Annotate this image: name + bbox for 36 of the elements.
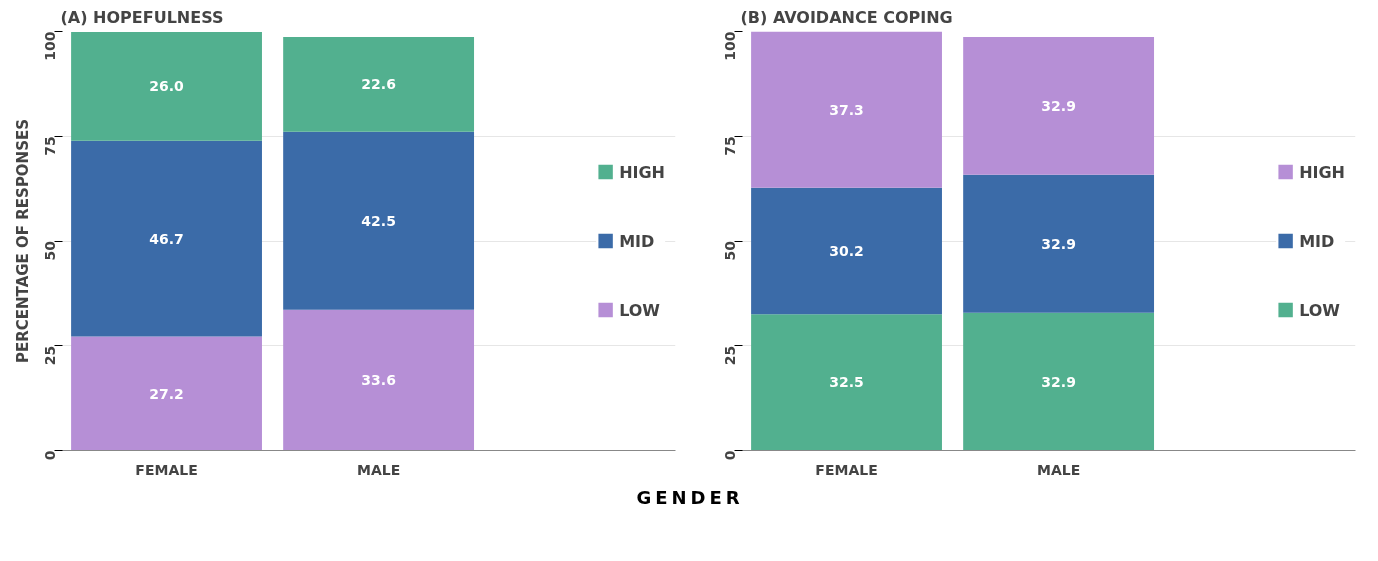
data-label: 46.7: [149, 230, 184, 247]
data-label: 30.2: [829, 243, 864, 260]
data-label: 32.9: [1041, 373, 1076, 390]
data-label: 37.3: [829, 101, 864, 118]
data-label: 27.2: [149, 385, 184, 402]
legend-label: MID: [619, 231, 655, 250]
data-label: 26.0: [149, 78, 185, 95]
y-tick-label: 50: [721, 240, 738, 261]
text: GENDER: [636, 486, 744, 510]
data-label: 33.6: [361, 372, 396, 389]
y-tick-label: 50: [41, 240, 58, 261]
legend-label: HIGH: [619, 162, 665, 181]
y-axis-title: PERCENTAGE OF RESPONSES: [13, 118, 32, 364]
y-tick-label: 100: [41, 31, 58, 61]
chart-title: (A) HOPEFULNESS: [60, 7, 224, 27]
x-tick-label: MALE: [1036, 461, 1081, 478]
legend-label: MID: [1299, 231, 1335, 250]
legend-label: HIGH: [1299, 162, 1345, 181]
data-label: 32.9: [1041, 235, 1076, 252]
legend-label: LOW: [1299, 300, 1340, 319]
data-label: 22.6: [361, 76, 396, 93]
data-label: 32.9: [1041, 97, 1076, 114]
data-label: 32.5: [829, 374, 864, 391]
x-tick-label: MALE: [356, 461, 401, 478]
y-tick-label: 0: [41, 450, 58, 461]
chart-title: (B) AVOIDANCE COPING: [740, 7, 953, 27]
legend-label: LOW: [619, 300, 660, 319]
y-tick-label: 25: [41, 345, 58, 366]
y-tick-label: 25: [721, 345, 738, 366]
y-tick-label: 0: [721, 450, 738, 461]
data-label: 42.5: [361, 212, 396, 229]
x-tick-label: FEMALE: [135, 461, 198, 478]
y-tick-label: 75: [41, 136, 58, 156]
y-tick-label: 100: [721, 31, 738, 61]
x-tick-label: FEMALE: [815, 461, 878, 478]
y-tick-label: 75: [721, 136, 738, 156]
